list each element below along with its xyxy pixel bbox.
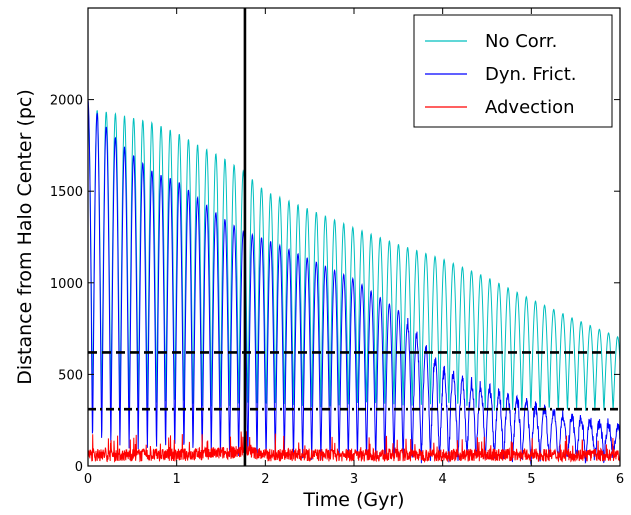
x-tick-label: 5 xyxy=(527,472,535,487)
y-tick-label: 1500 xyxy=(50,185,83,200)
ticks: 0 1 2 3 4 5 6 0 500 1000 1500 2000 xyxy=(50,8,624,487)
reference-lines xyxy=(88,8,620,466)
x-tick-label: 0 xyxy=(84,472,92,487)
y-tick-label: 1000 xyxy=(50,277,83,292)
x-tick-label: 1 xyxy=(173,472,181,487)
y-tick-label: 500 xyxy=(58,368,83,383)
x-tick-label: 3 xyxy=(350,472,358,487)
legend-label-advection: Advection xyxy=(485,97,575,118)
x-tick-label: 2 xyxy=(261,472,269,487)
series-line-1 xyxy=(88,99,620,465)
series-line-2 xyxy=(88,431,620,463)
legend-box xyxy=(413,14,613,128)
legend: No Corr. Dyn. Frict. Advection xyxy=(413,14,613,128)
data-layer xyxy=(88,99,620,465)
legend-label-no-corr: No Corr. xyxy=(485,31,557,52)
y-tick-label: 0 xyxy=(75,460,83,475)
x-tick-label: 4 xyxy=(439,472,447,487)
y-axis-label: Distance from Halo Center (pc) xyxy=(14,89,36,385)
legend-label-dyn-frict: Dyn. Frict. xyxy=(485,64,577,85)
x-tick-label: 6 xyxy=(616,472,624,487)
y-tick-label: 2000 xyxy=(50,94,83,109)
series-line-0 xyxy=(88,108,620,411)
x-axis-label: Time (Gyr) xyxy=(302,489,404,511)
